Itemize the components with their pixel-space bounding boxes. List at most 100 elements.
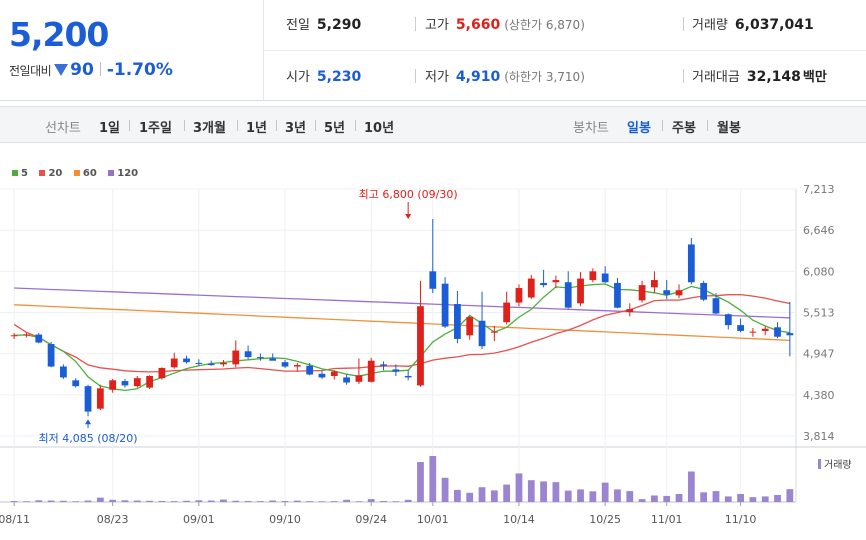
candle-body: [318, 373, 326, 378]
candle-body: [293, 365, 301, 367]
candle-body: [454, 304, 461, 339]
volume-label: 거래량: [692, 18, 728, 33]
volume-bar: [72, 501, 80, 502]
period-monthly-button[interactable]: 월봉: [717, 121, 741, 136]
volume-bar: [454, 489, 461, 502]
volume-legend-label: 거래량: [824, 459, 852, 471]
candle-body: [564, 282, 572, 308]
volume-bar: [392, 501, 400, 502]
candle-body: [343, 377, 350, 383]
volume-bar: [232, 500, 240, 502]
toolbar-divider: [237, 120, 238, 131]
candle-body: [417, 306, 424, 386]
volume-bar: [207, 500, 215, 502]
candle-body: [663, 290, 671, 295]
candle-body: [614, 282, 621, 308]
volume-bar: [687, 471, 695, 502]
volume-bar: [417, 462, 424, 502]
low-annotation: 최저 4,085 (08/20): [39, 432, 138, 445]
range-1d-button[interactable]: 1일: [99, 121, 121, 136]
stat-divider: [683, 69, 684, 83]
range-1y-button[interactable]: 1년: [246, 121, 268, 136]
volume-bar: [257, 501, 264, 502]
volume-bar: [601, 482, 609, 502]
candle-body: [35, 334, 43, 343]
volume-bar: [35, 500, 43, 502]
candle-body: [330, 371, 338, 376]
turnover-label: 거래대금: [692, 70, 740, 85]
high-stat: 고가 5,660 (상한가 6,870): [425, 14, 585, 33]
volume-bar: [380, 501, 387, 502]
ma-legend: 5 20 60 120: [12, 168, 146, 179]
y-tick-label: 6,080: [803, 265, 835, 278]
candle-body: [737, 325, 744, 331]
legend-ma120: 120: [108, 168, 138, 179]
current-price: 5,200: [9, 15, 109, 54]
volume-bar: [478, 487, 486, 502]
candle-body: [761, 328, 769, 331]
range-3y-button[interactable]: 3년: [285, 121, 307, 136]
candle-body: [589, 271, 597, 281]
change-amount: 90: [70, 60, 94, 80]
x-tick-label: 08/11: [0, 513, 30, 526]
candle-body: [220, 362, 227, 365]
candle-body: [47, 344, 55, 367]
toolbar-divider: [276, 120, 277, 131]
candle-body: [490, 331, 498, 333]
volume-bar: [527, 480, 535, 502]
candle-body: [84, 386, 92, 412]
volume-bar: [195, 500, 203, 502]
volume-bar: [761, 496, 769, 502]
volume-bar: [10, 501, 18, 502]
candle-chart-label: 봉차트: [573, 121, 609, 136]
range-1w-button[interactable]: 1주일: [139, 121, 172, 136]
period-weekly-button[interactable]: 주봉: [672, 121, 696, 136]
candle-body: [601, 273, 609, 283]
range-5y-button[interactable]: 5년: [324, 121, 346, 136]
volume-bar: [774, 494, 781, 502]
turnover-stat: 거래대금 32,148 백만: [692, 66, 827, 85]
volume-bar: [220, 499, 227, 502]
candle-body: [10, 335, 18, 337]
change-label: 전일대비: [9, 64, 52, 78]
toolbar-divider: [315, 120, 316, 131]
x-tick-label: 11/10: [725, 513, 757, 526]
volume-bar: [515, 473, 523, 502]
volume-bar: [109, 499, 117, 502]
volume-bar: [552, 482, 560, 502]
ma60-line: [14, 304, 790, 342]
candle-body: [121, 381, 129, 386]
volume-bar: [466, 492, 474, 502]
volume-bar: [724, 496, 732, 502]
y-tick-label: 4,380: [803, 389, 835, 402]
candle-body: [195, 362, 203, 364]
toolbar-divider: [184, 120, 185, 131]
candle-body: [257, 357, 264, 359]
volume-bar: [158, 501, 166, 502]
range-10y-button[interactable]: 10년: [364, 121, 395, 136]
stat-divider: [415, 17, 416, 31]
range-3m-button[interactable]: 3개월: [193, 121, 226, 136]
volume-bar: [441, 477, 449, 502]
candle-body: [429, 271, 437, 289]
volume-bar: [564, 490, 572, 502]
period-daily-button[interactable]: 일봉: [627, 121, 651, 136]
x-tick-label: 09/01: [183, 513, 215, 526]
candle-body: [466, 317, 474, 336]
candle-body: [269, 358, 277, 361]
candle-body: [392, 369, 400, 372]
turnover-value: 32,148: [746, 69, 801, 85]
candle-body: [774, 327, 781, 337]
header-row-divider: [264, 50, 866, 51]
volume-stat: 거래량 6,037,041: [692, 14, 814, 33]
candle-body: [72, 380, 80, 387]
volume-bar: [540, 481, 547, 502]
change-percent: -1.70%: [106, 60, 173, 80]
candle-body: [749, 331, 757, 333]
candle-body: [638, 285, 646, 301]
candle-body: [207, 363, 215, 366]
candle-body: [515, 288, 523, 303]
candle-body: [380, 364, 387, 366]
